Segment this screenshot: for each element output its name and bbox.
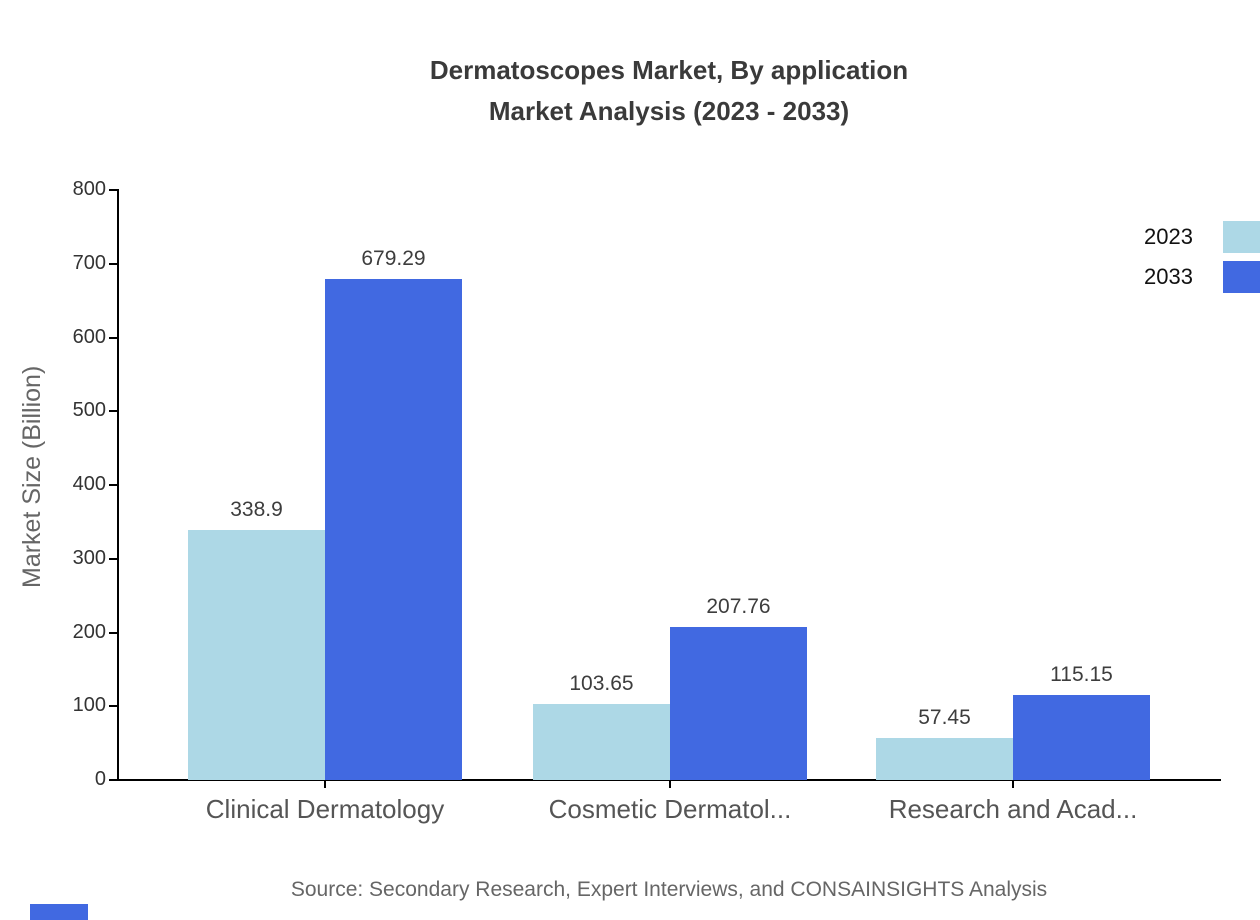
bar-value-label: 115.15 bbox=[1050, 663, 1113, 687]
y-tick-label: 700 bbox=[72, 251, 106, 274]
y-tick bbox=[109, 410, 117, 413]
bar-2033-1 bbox=[325, 279, 462, 780]
brand-logo-mark bbox=[30, 904, 88, 920]
legend-item-2033: 2033 bbox=[1144, 261, 1260, 293]
bar-value-label: 103.65 bbox=[569, 671, 634, 695]
y-tick bbox=[109, 779, 117, 781]
x-category-label: Cosmetic Dermatol... bbox=[548, 794, 792, 824]
y-tick-label: 100 bbox=[72, 694, 106, 717]
source-note: Source: Secondary Research, Expert Inter… bbox=[290, 878, 1048, 901]
bar-value-label: 338.9 bbox=[230, 498, 283, 522]
y-tick-label: 400 bbox=[72, 473, 106, 495]
y-tick bbox=[109, 189, 117, 191]
legend-label-2033: 2033 bbox=[1144, 264, 1193, 289]
y-tick-label: 0 bbox=[94, 768, 106, 790]
bar-2033-3 bbox=[1013, 695, 1150, 780]
legend-swatch-2023 bbox=[1223, 221, 1260, 253]
x-tick bbox=[1012, 781, 1014, 788]
y-tick bbox=[109, 705, 117, 708]
y-tick bbox=[109, 262, 117, 265]
y-tick-label: 600 bbox=[72, 325, 106, 348]
y-tick bbox=[109, 336, 117, 339]
bar-value-label: 679.29 bbox=[361, 247, 426, 271]
legend-label-2023: 2023 bbox=[1144, 224, 1193, 249]
legend-item-2023: 2023 bbox=[1144, 221, 1260, 253]
y-tick bbox=[109, 484, 117, 486]
bar-2023-2 bbox=[533, 703, 670, 780]
y-tick-label: 500 bbox=[72, 399, 106, 422]
x-tick bbox=[324, 781, 326, 788]
x-tick bbox=[669, 781, 671, 788]
y-tick-label: 200 bbox=[72, 620, 106, 643]
y-axis-line bbox=[117, 189, 119, 781]
bar-2023-1 bbox=[188, 530, 325, 780]
bar-value-label: 57.45 bbox=[918, 705, 971, 729]
y-tick-label: 800 bbox=[72, 178, 106, 200]
bar-value-label: 207.76 bbox=[706, 594, 771, 618]
y-tick bbox=[109, 557, 117, 560]
y-tick bbox=[109, 631, 117, 634]
x-axis-line bbox=[117, 779, 1221, 781]
x-category-label: Research and Acad... bbox=[888, 794, 1138, 824]
chart-title: Dermatoscopes Market, By application Mar… bbox=[78, 50, 1260, 132]
y-tick-label: 300 bbox=[72, 546, 106, 569]
bar-2023-3 bbox=[876, 737, 1013, 780]
legend-swatch-2033 bbox=[1223, 261, 1260, 293]
chart-title-line2: Market Analysis (2023 - 2033) bbox=[488, 96, 850, 126]
legend: 2023 2033 bbox=[1144, 221, 1260, 301]
chart-title-line1: Dermatoscopes Market, By application bbox=[429, 55, 909, 85]
bar-2033-2 bbox=[670, 626, 807, 780]
x-category-label: Clinical Dermatology bbox=[205, 794, 445, 824]
